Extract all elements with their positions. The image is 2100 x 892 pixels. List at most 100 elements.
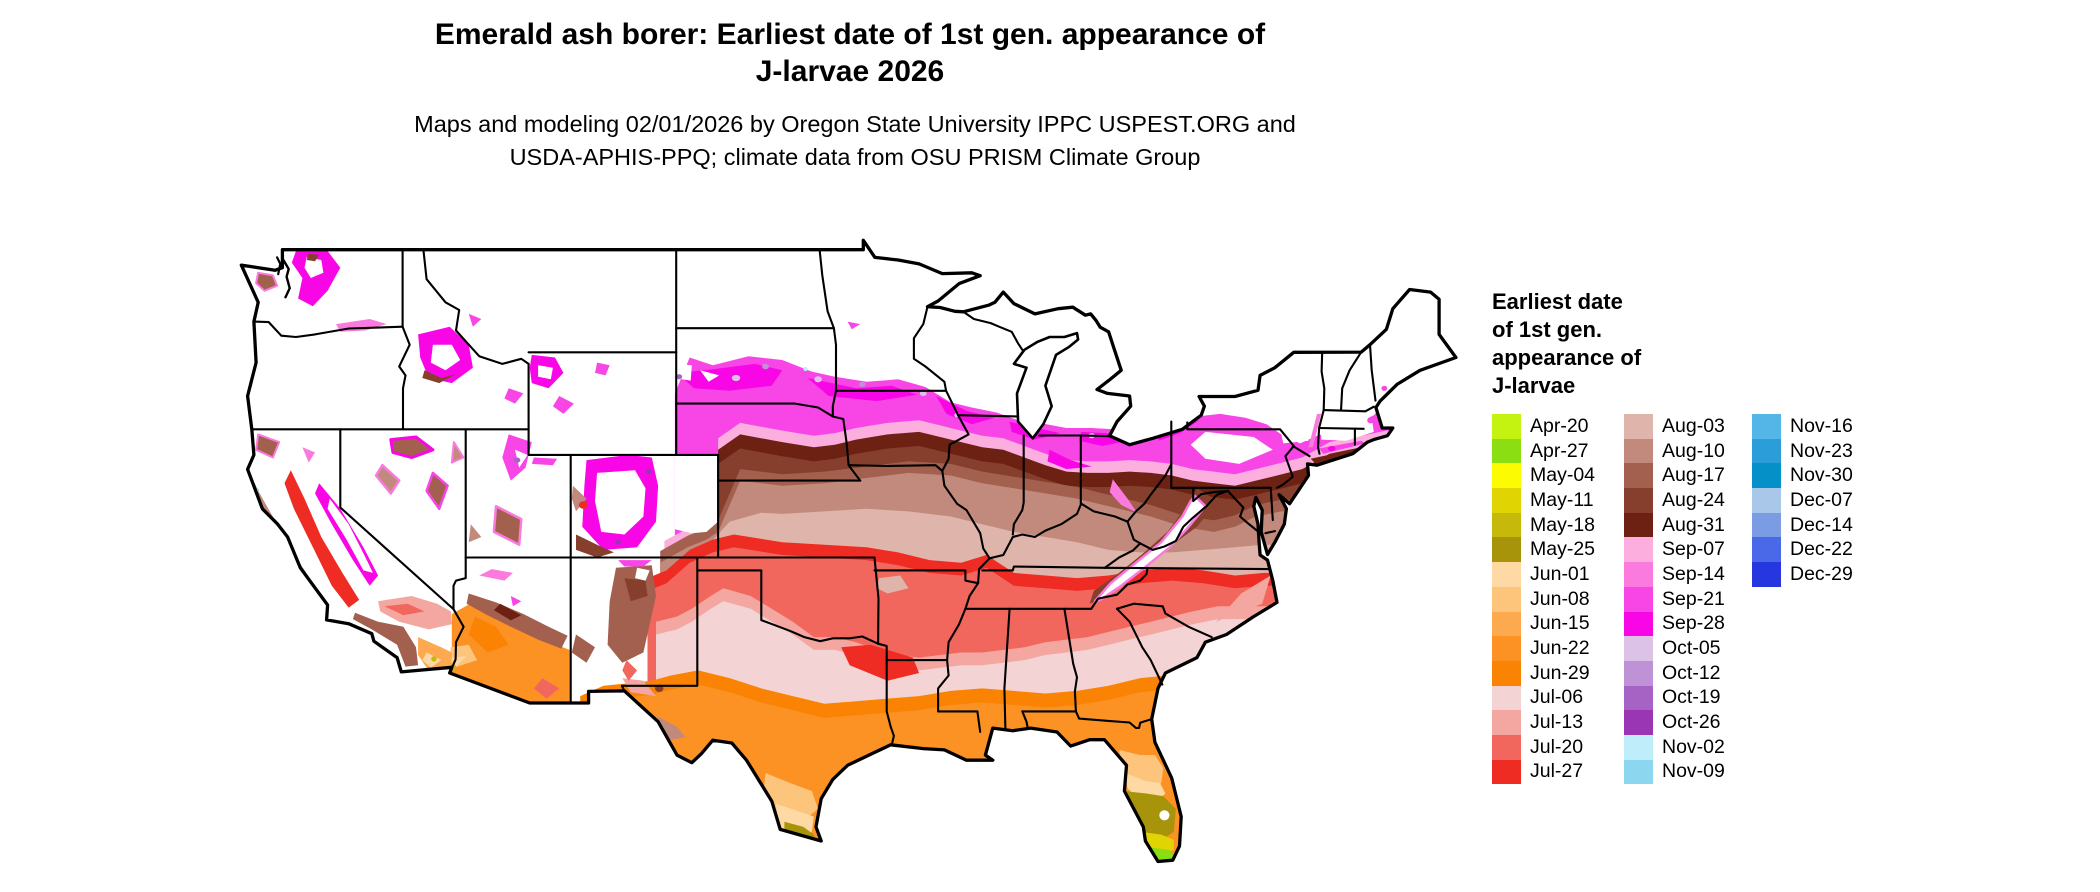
legend-entry-label: Apr-27 [1530,439,1589,462]
legend-swatch [1492,512,1521,538]
legend-swatch [1752,438,1781,464]
legend-entry-label: Jun-08 [1530,587,1590,610]
legend-entry-label: Aug-24 [1662,488,1725,511]
legend-swatch [1752,537,1781,563]
legend-entry: Sep-21 [1624,586,1752,612]
legend-entry: Jul-13 [1492,710,1624,735]
legend-swatch [1752,512,1781,538]
map-title-line1: Emerald ash borer: Earliest date of 1st … [434,18,1266,51]
legend-entry-label: Oct-19 [1662,686,1721,709]
legend-entry-label: May-18 [1530,513,1596,536]
legend-entry-label: Apr-20 [1530,414,1589,437]
legend-swatch [1492,611,1521,637]
legend-entry: Nov-23 [1752,438,1892,464]
legend-swatch [1492,636,1521,661]
map-subtitle: Maps and modeling 02/01/2026 by Oregon S… [250,108,1460,174]
legend-entry: Apr-27 [1492,438,1624,464]
legend-entry-label: Jun-15 [1530,612,1590,635]
legend-entry: Dec-07 [1752,488,1892,513]
legend-entry-label: Dec-14 [1790,513,1853,536]
legend-swatch [1492,463,1521,489]
legend-swatch [1752,414,1781,439]
legend-entry: Nov-16 [1752,414,1892,439]
legend-entry: Jul-20 [1492,734,1624,760]
legend-swatch [1624,759,1653,785]
legend-entry: Oct-05 [1624,636,1752,661]
legend-entry-label: Nov-30 [1790,464,1853,487]
legend-entry-label: May-04 [1530,464,1596,487]
legend-swatch [1492,537,1521,563]
legend-entry-label: Nov-02 [1662,735,1725,758]
legend-entry-label: Dec-07 [1790,488,1853,511]
legend-entry: May-04 [1492,463,1624,489]
legend-entry: Nov-30 [1752,463,1892,489]
legend-entries: Apr-20 Apr-27 May-04 May-11 May-18 May-25 Jun-… [1492,414,1892,785]
legend-entry-label: Dec-29 [1790,562,1853,585]
legend-swatch [1752,562,1781,587]
legend-entry: Jul-27 [1492,759,1624,785]
legend-entry: Dec-22 [1752,537,1892,563]
legend-entry: Jun-29 [1492,660,1624,686]
legend-entry-label: Jun-01 [1530,562,1590,585]
legend-swatch [1624,734,1653,760]
legend-column: Nov-16 Nov-23 Nov-30 Dec-07 Dec-14 Dec-22 Dec-… [1752,414,1892,784]
legend-swatch [1624,438,1653,464]
legend-swatch [1624,586,1653,612]
legend-entry-label: Jun-29 [1530,661,1590,684]
legend-entry: Jun-08 [1492,586,1624,612]
legend-entry: Jun-22 [1492,636,1624,661]
legend-entry-label: Jun-22 [1530,637,1590,660]
legend-entry-label: Jul-27 [1530,760,1584,783]
legend-entry-label: Sep-07 [1662,538,1725,561]
legend-entry-label: May-11 [1530,488,1594,511]
legend-swatch [1492,710,1521,735]
legend-swatch [1624,611,1653,637]
legend-swatch [1492,438,1521,464]
legend-entry: Aug-24 [1624,488,1752,513]
legend-entry-label: Sep-28 [1662,612,1725,635]
legend-entry-label: Dec-22 [1790,538,1853,561]
legend-swatch [1492,685,1521,711]
legend-entry: Jul-06 [1492,685,1624,711]
legend-swatch [1492,759,1521,785]
legend-entry: Sep-14 [1624,562,1752,587]
legend-entry: Dec-14 [1752,512,1892,538]
legend-entry: May-25 [1492,537,1624,563]
legend-swatch [1624,463,1653,489]
map-subtitle-line1: Maps and modeling 02/01/2026 by Oregon S… [414,111,1296,137]
legend-swatch [1624,660,1653,686]
legend-entry: Aug-17 [1624,463,1752,489]
legend-entry: Aug-10 [1624,438,1752,464]
legend-entry-label: Aug-31 [1662,513,1725,536]
legend-swatch [1752,488,1781,513]
legend-swatch [1492,586,1521,612]
legend-entry-label: Jul-13 [1530,711,1584,734]
legend-entry: Oct-19 [1624,685,1752,711]
legend-entry: Oct-12 [1624,660,1752,686]
legend-entry-label: Aug-17 [1662,464,1725,487]
legend-column: Apr-20 Apr-27 May-04 May-11 May-18 May-25 Jun-… [1492,414,1624,785]
legend-entry-label: Nov-16 [1790,414,1853,437]
legend-entry: May-11 [1492,488,1624,513]
legend-swatch [1624,562,1653,587]
legend-entry-label: Oct-05 [1662,637,1721,660]
legend: Earliest date of 1st gen. appearance of … [1492,288,1892,785]
legend-entry: Apr-20 [1492,414,1624,439]
legend-swatch [1624,488,1653,513]
legend-entry: Dec-29 [1752,562,1892,587]
legend-entry-label: Aug-03 [1662,414,1725,437]
legend-swatch [1492,734,1521,760]
legend-swatch [1624,710,1653,735]
legend-swatch [1492,414,1521,439]
legend-swatch [1752,463,1781,489]
legend-entry-label: Jul-06 [1530,686,1584,709]
map-title-line2: J-larvae 2026 [755,55,945,88]
legend-entry-label: Nov-23 [1790,439,1853,462]
legend-entry-label: Oct-12 [1662,661,1721,684]
legend-entry-label: May-25 [1530,538,1596,561]
legend-swatch [1624,512,1653,538]
legend-swatch [1492,488,1521,513]
map-title: Emerald ash borer: Earliest date of 1st … [250,16,1450,90]
